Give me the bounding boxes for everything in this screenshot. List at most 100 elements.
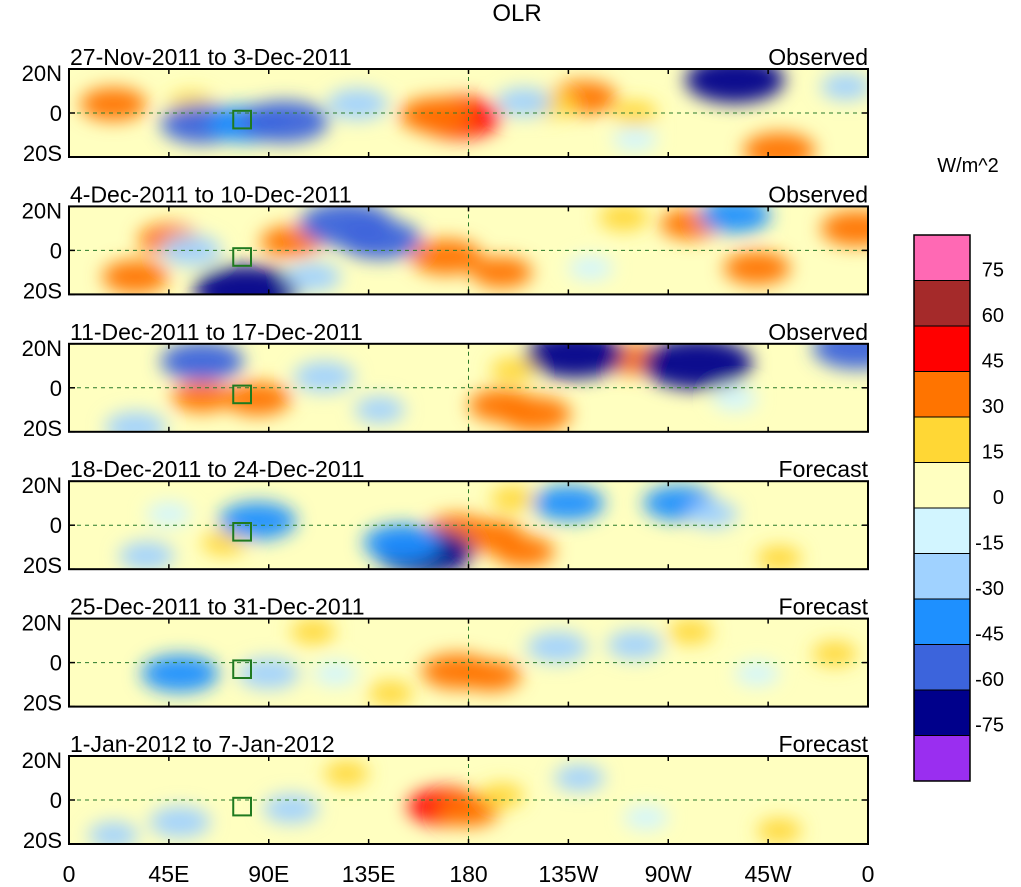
colorbar-swatch	[913, 553, 971, 600]
anomaly-9	[623, 805, 669, 830]
y-tick-label: 20N	[22, 748, 62, 773]
anomaly-2	[438, 795, 499, 827]
anomaly-6	[80, 87, 147, 121]
anomaly-4	[290, 619, 336, 645]
region-box	[232, 796, 252, 817]
panel-kind-label: Observed	[768, 44, 868, 70]
anomaly-9	[160, 343, 244, 382]
anomaly-8	[598, 206, 649, 231]
y-tick-label: 0	[50, 788, 62, 813]
anomaly-5	[490, 486, 536, 512]
anomaly-6	[149, 806, 211, 838]
anomaly-3	[224, 382, 291, 416]
x-tick-label: 135W	[538, 861, 598, 887]
panel-period-label: 1-Jan-2012 to 7-Jan-2012	[70, 731, 335, 757]
colorbar-swatch	[913, 234, 971, 281]
anomaly-field	[69, 756, 868, 844]
anomaly-12	[327, 88, 389, 120]
colorbar-tick-label: -30	[975, 578, 1004, 600]
anomaly-2	[399, 97, 472, 133]
y-tick-label: 20S	[23, 278, 62, 303]
anomaly-4	[756, 818, 802, 844]
colorbar-tick-label: 0	[993, 487, 1004, 509]
y-tick-label: 20N	[22, 473, 62, 498]
anomaly-12	[146, 501, 192, 527]
anomaly-8	[554, 764, 605, 792]
colorbar-swatch	[913, 325, 971, 372]
anomaly-4	[102, 260, 169, 294]
y-tick-label: 20N	[22, 336, 62, 361]
anomaly-10	[532, 485, 605, 521]
region-box	[232, 109, 252, 130]
x-tick-label: 90W	[645, 861, 693, 887]
anomaly-6	[723, 251, 791, 285]
anomaly-blobs	[102, 206, 868, 295]
chart-title: OLR	[492, 0, 541, 27]
x-axis: 0 45E 90E 135E 180 135W 90W 45W 0	[63, 861, 875, 887]
anomaly-blobs	[105, 343, 868, 432]
colorbar-unit-label: W/m^2	[937, 155, 999, 177]
anomaly-3	[479, 783, 525, 808]
panel-4: 20N 0 20S 18-Dec-2011 to 24-Dec-2011 Forecas…	[22, 456, 869, 578]
anomaly-7	[525, 343, 625, 379]
y-tick-label: 0	[50, 651, 62, 676]
anomaly-10	[607, 630, 663, 660]
anomaly-6	[756, 545, 802, 570]
region-box	[232, 522, 252, 542]
y-tick-label: 20S	[23, 416, 62, 441]
anomaly-12	[313, 661, 358, 686]
x-tick-label: 45E	[148, 861, 189, 887]
anomaly-16	[568, 255, 613, 281]
anomaly-16	[612, 127, 658, 152]
y-tick-label: 0	[50, 101, 62, 126]
y-tick-label: 20S	[23, 691, 62, 716]
colorbar-tick-label: -15	[975, 533, 1004, 555]
colorbar-tick-label: 45	[982, 351, 1004, 373]
anomaly-4	[171, 381, 233, 413]
panel-5: 20N 0 20S 25-Dec-2011 to 31-Dec-2011 Forecas…	[22, 594, 869, 716]
anomaly-2	[460, 660, 522, 692]
anomaly-13	[685, 69, 785, 104]
anomaly-15	[285, 262, 341, 292]
anomaly-field	[69, 206, 868, 295]
x-tick-label: 90E	[248, 861, 289, 887]
anomaly-8	[238, 658, 300, 690]
colorbar-swatch	[913, 280, 971, 327]
panel-6: 20N 0 20S 1-Jan-2012 to 7-Jan-2012 Forecast	[22, 731, 869, 853]
colorbar: W/m^2 75 60 45 30 15 0 -15 -30 -45 -60 -75	[913, 155, 1004, 782]
anomaly-11	[734, 661, 780, 686]
panel-kind-label: Forecast	[779, 594, 869, 620]
anomaly-2	[493, 536, 555, 568]
anomaly-12	[194, 265, 300, 295]
x-tick-label: 45W	[744, 861, 792, 887]
colorbar-swatch	[913, 462, 971, 509]
panel-1: 20N 0 20S 27-Nov-2011 to 3-Dec-2011 Observed	[22, 44, 869, 166]
panel-2: 20N 0 20S 4-Dec-2011 to 10-Dec-2011 Observed	[22, 181, 869, 303]
anomaly-10	[88, 821, 139, 844]
y-tick-label: 20S	[23, 553, 62, 578]
panel-period-label: 27-Nov-2011 to 3-Dec-2011	[70, 44, 352, 70]
y-tick-label: 20N	[22, 198, 62, 223]
anomaly-7	[263, 794, 319, 824]
panel-period-label: 11-Dec-2011 to 17-Dec-2011	[70, 319, 363, 345]
anomaly-7	[141, 654, 219, 693]
anomaly-15	[820, 73, 868, 100]
anomaly-14	[496, 87, 552, 117]
colorbar-swatch	[913, 371, 971, 418]
anomaly-13	[354, 396, 405, 424]
anomaly-14	[687, 500, 738, 528]
anomaly-2	[499, 396, 572, 432]
region-box	[232, 384, 252, 405]
anomaly-8	[612, 100, 658, 126]
anomaly-10	[812, 343, 868, 370]
anomaly-14	[712, 386, 758, 412]
panels: 20N 0 20S 27-Nov-2011 to 3-Dec-2011 Observed…	[22, 44, 869, 853]
anomaly-field	[69, 481, 868, 570]
anomaly-11	[293, 361, 355, 393]
anomaly-6	[812, 641, 857, 667]
anomaly-11	[338, 219, 422, 260]
anomaly-5	[668, 619, 713, 645]
panel-period-label: 18-Dec-2011 to 24-Dec-2011	[70, 456, 365, 482]
x-tick-label: 180	[449, 861, 487, 887]
